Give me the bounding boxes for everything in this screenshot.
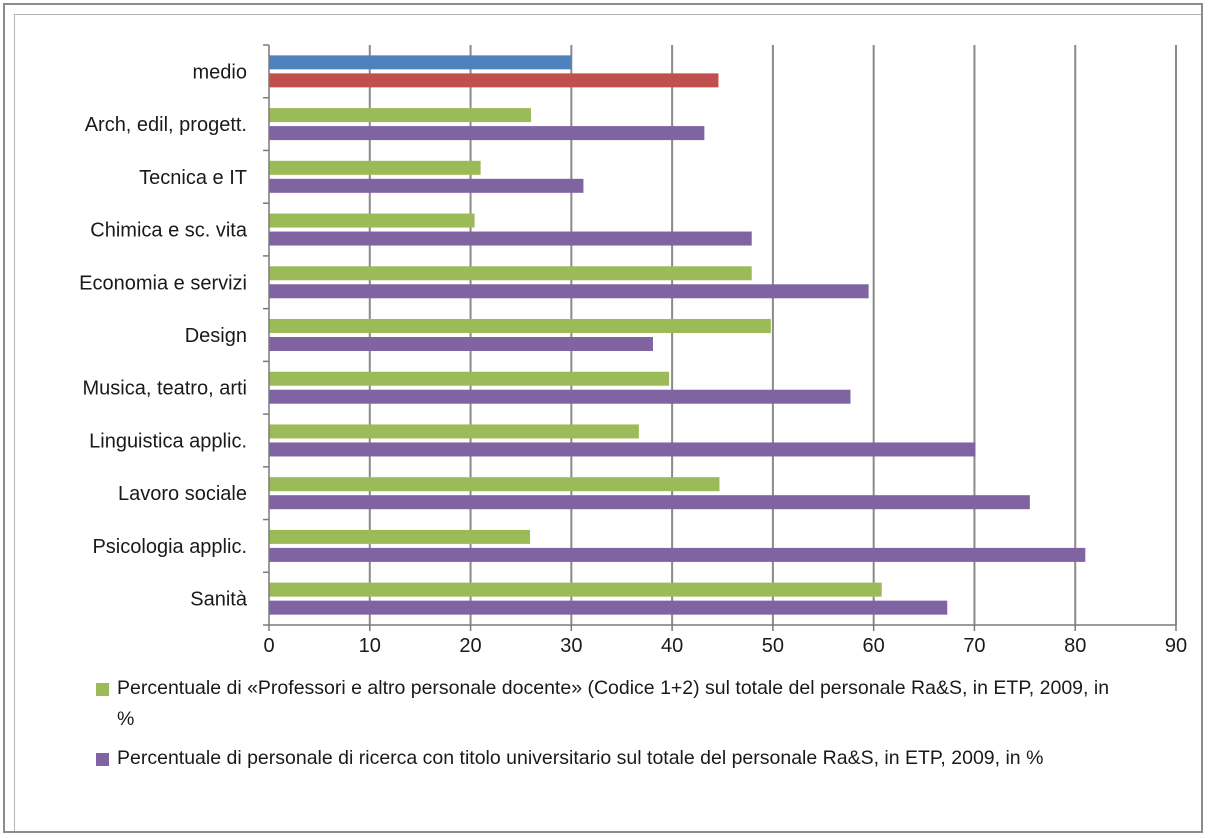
chart-frame (3, 3, 1203, 833)
axes (263, 44, 1177, 631)
legend-label-series-2: Percentuale di personale di ricerca con … (117, 747, 1044, 769)
x-tick-label-20: 20 (459, 635, 481, 657)
bar-1-7 (269, 424, 639, 439)
bar-2-5 (269, 337, 653, 351)
x-tick-label-80: 80 (1064, 635, 1086, 657)
bars (269, 55, 1086, 615)
category-label-9: Psicologia applic. (92, 536, 247, 558)
x-tick-label-0: 0 (263, 635, 274, 657)
x-tick-label-60: 60 (863, 635, 885, 657)
category-label-1: Arch, edil, progett. (85, 114, 247, 136)
bar-2-3 (269, 231, 752, 246)
bar-1-3 (269, 213, 475, 228)
legend-swatch-series-1 (96, 683, 109, 696)
legend-swatch-series-2 (96, 753, 109, 766)
category-label-4: Economia e servizi (79, 272, 247, 294)
x-tick-label-40: 40 (661, 635, 683, 657)
bar-1-5 (269, 319, 771, 333)
category-label-0: medio (193, 61, 247, 83)
bar-2-2 (269, 178, 584, 193)
bar-chart: medio Arch, edil, progett. Tecnica e IT Chi… (79, 44, 1187, 657)
bar-2-10 (269, 600, 948, 615)
x-tick-label-30: 30 (560, 635, 582, 657)
category-label-5: Design (185, 325, 247, 347)
x-tick-label-70: 70 (963, 635, 985, 657)
bar-1-0 (269, 55, 572, 70)
category-label-8: Lavoro sociale (118, 483, 247, 505)
x-tick-label-10: 10 (359, 635, 381, 657)
bar-1-2 (269, 160, 481, 175)
bar-1-10 (269, 582, 882, 597)
category-label-6: Musica, teatro, arti (82, 378, 247, 400)
bar-1-6 (269, 371, 670, 386)
category-labels: medio Arch, edil, progett. Tecnica e IT Chi… (79, 61, 248, 610)
bar-2-9 (269, 547, 1086, 562)
bar-2-8 (269, 495, 1030, 510)
x-tick-label-90: 90 (1165, 635, 1187, 657)
legend-item-series-1: Percentuale di «Professori e altro perso… (96, 673, 1117, 735)
category-label-10: Sanità (190, 589, 248, 611)
category-label-7: Linguistica applic. (89, 430, 247, 452)
grid-lines (368, 45, 1177, 625)
legend-item-series-2: Percentuale di personale di ricerca con … (96, 743, 1117, 774)
category-label-3: Chimica e sc. vita (90, 220, 248, 242)
bar-1-9 (269, 529, 531, 544)
bar-2-1 (269, 126, 705, 141)
bar-2-0 (269, 73, 719, 88)
bar-2-6 (269, 389, 851, 404)
chart-inner-border (14, 14, 1201, 831)
tick-labels: 0 10 20 30 40 50 60 70 80 90 (263, 635, 1187, 657)
bar-1-8 (269, 477, 720, 492)
bar-2-4 (269, 284, 869, 299)
bar-1-1 (269, 108, 532, 123)
legend-label-series-1: Percentuale di «Professori e altro perso… (117, 677, 1110, 730)
bar-1-4 (269, 266, 752, 281)
category-label-2: Tecnica e IT (139, 167, 247, 189)
bar-2-7 (269, 442, 976, 457)
x-tick-label-50: 50 (762, 635, 784, 657)
